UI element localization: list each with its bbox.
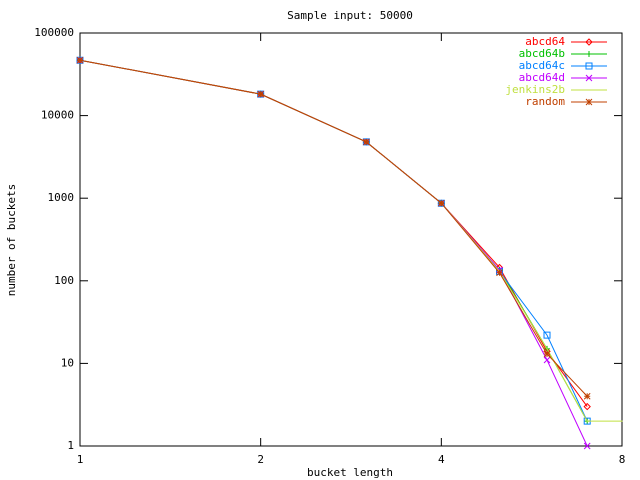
point [543, 331, 551, 339]
point [543, 356, 551, 364]
y-axis-label: number of buckets [5, 184, 18, 297]
y-tick-label: 100 [54, 274, 74, 287]
point [583, 402, 591, 411]
x-tick-label: 1 [77, 453, 84, 466]
legend-label: random [525, 95, 565, 108]
point [257, 90, 265, 98]
legend-label: abcd64c [519, 59, 565, 72]
y-tick-label: 10 [61, 356, 74, 369]
point [437, 199, 445, 207]
point [362, 138, 370, 146]
legend-label: abcd64b [519, 47, 565, 60]
x-tick-label: 2 [257, 453, 264, 466]
point [583, 392, 591, 400]
legend-label: abcd64 [525, 35, 565, 48]
point [585, 38, 593, 46]
y-tick-label: 1 [67, 439, 74, 452]
x-tick-label: 8 [619, 453, 626, 466]
point [76, 56, 84, 64]
legend-label: jenkins2b [505, 83, 565, 96]
point [543, 350, 551, 358]
x-tick-label: 4 [438, 453, 445, 466]
chart-title: Sample input: 50000 [287, 9, 413, 22]
point [585, 62, 593, 70]
plot-border [79, 32, 623, 447]
x-axis-label: bucket length [307, 466, 393, 479]
point [496, 269, 503, 277]
point [585, 98, 593, 106]
y-tick-label: 10000 [41, 109, 74, 122]
point [583, 442, 591, 450]
y-tick-label: 100000 [34, 26, 74, 39]
legend-label: abcd64d [519, 71, 565, 84]
point [583, 417, 591, 425]
point [76, 56, 84, 64]
point [257, 90, 265, 98]
point [585, 74, 593, 82]
y-tick-label: 1000 [48, 191, 75, 204]
point [586, 51, 592, 57]
